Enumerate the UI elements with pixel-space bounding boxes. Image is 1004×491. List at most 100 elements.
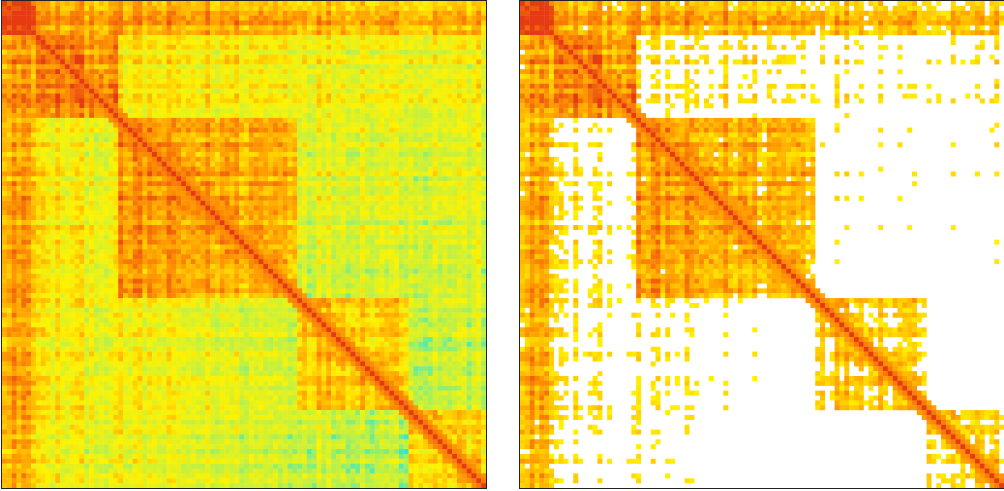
heatmap-cell	[403, 220, 409, 226]
heatmap-cell	[239, 132, 245, 138]
heatmap-cell	[248, 93, 254, 99]
heatmap-cell	[355, 88, 361, 94]
heatmap-cell	[69, 108, 75, 114]
heatmap-cell	[113, 93, 119, 99]
heatmap-cell	[64, 156, 70, 162]
heatmap-cell	[195, 142, 201, 148]
heatmap-cell	[132, 15, 138, 21]
heatmap-cell	[181, 108, 187, 114]
heatmap-cell	[311, 166, 317, 172]
heatmap-cell	[345, 25, 351, 31]
heatmap-cell	[466, 171, 472, 177]
heatmap-cell	[297, 88, 303, 94]
heatmap-cell	[442, 166, 448, 172]
heatmap-cell	[26, 1, 32, 7]
heatmap-cell	[6, 147, 12, 153]
heatmap-cell	[277, 234, 283, 240]
heatmap-cell	[331, 69, 337, 75]
heatmap-cell	[398, 74, 404, 80]
heatmap-cell	[350, 161, 356, 167]
heatmap-cell	[326, 142, 332, 148]
heatmap-cell	[26, 176, 32, 182]
heatmap-cell	[98, 205, 104, 211]
heatmap-cell	[137, 78, 143, 84]
heatmap-cell	[282, 108, 288, 114]
heatmap-cell	[403, 15, 409, 21]
heatmap-cell	[273, 142, 279, 148]
heatmap-cell	[273, 64, 279, 70]
heatmap-cell	[205, 142, 211, 148]
heatmap-cell	[79, 147, 85, 153]
heatmap-cell	[2, 200, 7, 206]
heatmap-cell	[142, 137, 148, 143]
heatmap-cell	[355, 229, 361, 235]
heatmap-cell	[142, 93, 148, 99]
heatmap-cell	[311, 49, 317, 55]
heatmap-cell	[127, 30, 133, 36]
heatmap-cell	[93, 10, 99, 16]
heatmap-cell	[335, 171, 341, 177]
heatmap-cell	[466, 151, 472, 157]
heatmap-cell	[244, 142, 249, 148]
heatmap-cell	[26, 122, 32, 128]
heatmap-cell	[214, 78, 220, 84]
heatmap-cell	[205, 10, 211, 16]
heatmap-cell	[335, 166, 341, 172]
heatmap-cell	[176, 69, 182, 75]
heatmap-cell	[137, 69, 143, 75]
heatmap-cell	[205, 186, 211, 192]
heatmap-cell	[345, 49, 351, 55]
heatmap-cell	[239, 15, 245, 21]
heatmap-cell	[219, 132, 225, 138]
heatmap-cell	[190, 195, 196, 201]
heatmap-cell	[137, 35, 143, 41]
heatmap-cell	[171, 93, 177, 99]
heatmap-cell	[403, 225, 409, 231]
heatmap-cell	[69, 215, 75, 221]
heatmap-cell	[132, 151, 138, 157]
heatmap-cell	[427, 93, 433, 99]
heatmap-cell	[103, 171, 109, 177]
heatmap-cell	[123, 108, 128, 114]
heatmap-cell	[40, 210, 46, 216]
heatmap-cell	[195, 220, 201, 226]
heatmap-cell	[152, 220, 158, 226]
heatmap-cell	[268, 103, 274, 109]
heatmap-cell	[331, 93, 337, 99]
heatmap-cell	[181, 229, 187, 235]
heatmap-cell	[40, 117, 46, 123]
heatmap-cell	[253, 122, 259, 128]
heatmap-cell	[123, 117, 128, 123]
heatmap-cell	[185, 117, 191, 123]
heatmap-cell	[89, 69, 95, 75]
heatmap-cell	[316, 59, 322, 65]
heatmap-cell	[374, 215, 380, 221]
heatmap-cell	[466, 49, 472, 55]
heatmap-cell	[452, 239, 458, 245]
heatmap-cell	[244, 59, 249, 65]
heatmap-cell	[306, 195, 312, 201]
heatmap-cell	[147, 98, 153, 104]
heatmap-cell	[31, 25, 37, 31]
heatmap-cell	[147, 88, 153, 94]
heatmap-cell	[214, 151, 220, 157]
heatmap-cell	[263, 166, 269, 172]
heatmap-cell	[408, 74, 414, 80]
heatmap-cell	[461, 181, 467, 187]
heatmap-cell	[137, 25, 143, 31]
heatmap-cell	[60, 132, 66, 138]
heatmap-cell	[481, 39, 486, 45]
heatmap-cell	[331, 195, 337, 201]
heatmap-cell	[423, 39, 429, 45]
heatmap-cell	[258, 161, 264, 167]
heatmap-cell	[214, 142, 220, 148]
heatmap-cell	[374, 132, 380, 138]
heatmap-cell	[205, 147, 211, 153]
heatmap-cell	[181, 210, 187, 216]
heatmap-cell	[360, 10, 366, 16]
heatmap-cell	[244, 161, 249, 167]
heatmap-cell	[321, 215, 327, 221]
heatmap-cell	[321, 200, 327, 206]
heatmap-cell	[389, 220, 395, 226]
heatmap-cell	[152, 210, 158, 216]
